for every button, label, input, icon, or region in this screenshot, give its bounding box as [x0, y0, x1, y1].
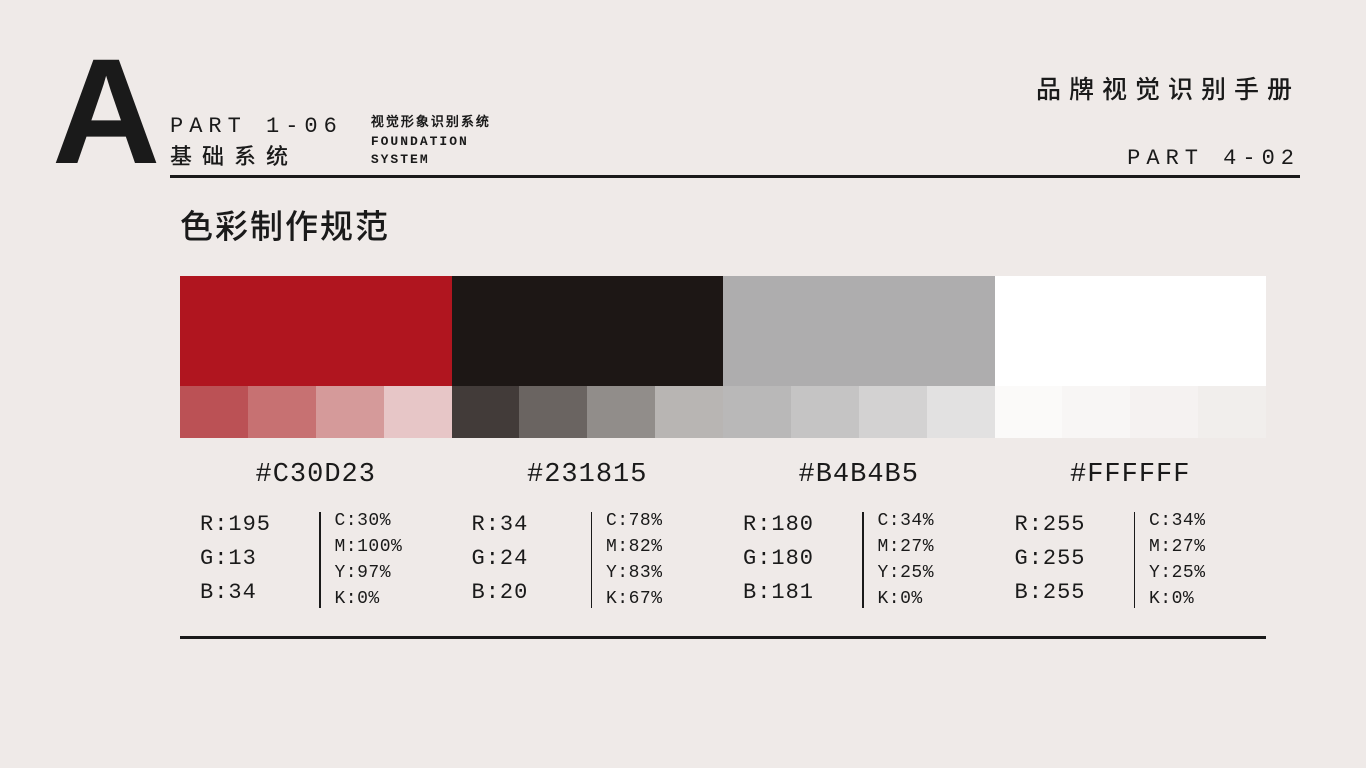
cmyk-k: K:0%: [335, 586, 440, 612]
header-left-group: PART 1-06 基础系统 视觉形象识别系统 FOUNDATION SYSTE…: [170, 114, 491, 171]
rgb-g: G:13: [200, 542, 305, 576]
cmyk-y: Y:97%: [335, 560, 440, 586]
cmyk-block: C:78%M:82%Y:83%K:67%: [606, 508, 711, 612]
tint-swatch: [316, 386, 384, 438]
tint-row: [995, 386, 1267, 438]
rgb-r: R:195: [200, 508, 305, 542]
rgb-g: G:24: [472, 542, 577, 576]
hex-code: #C30D23: [180, 460, 452, 490]
cmyk-k: K:0%: [1149, 586, 1254, 612]
cmyk-c: C:78%: [606, 508, 711, 534]
brand-manual-title: 品牌视觉识别手册: [170, 70, 1300, 106]
page-header: 品牌视觉识别手册 PART 1-06 基础系统 视觉形象识别系统 FOUNDAT…: [170, 70, 1300, 178]
foundation-en1: FOUNDATION: [371, 133, 491, 151]
hex-code: #231815: [452, 460, 724, 490]
tint-swatch: [519, 386, 587, 438]
tint-row: [723, 386, 995, 438]
tint-swatch: [995, 386, 1063, 438]
value-divider: [591, 512, 593, 608]
value-divider: [1134, 512, 1136, 608]
rgb-block: R:180G:180B:181: [735, 508, 848, 612]
part-left-line2: 基础系统: [170, 139, 343, 171]
content-body: 色彩制作规范 #C30D23#231815#B4B4B5#FFFFFF R:19…: [180, 200, 1266, 639]
rgb-block: R:34G:24B:20: [464, 508, 577, 612]
color-column: [723, 276, 995, 438]
cmyk-c: C:34%: [878, 508, 983, 534]
tint-swatch: [180, 386, 248, 438]
tint-swatch: [587, 386, 655, 438]
cmyk-c: C:30%: [335, 508, 440, 534]
cmyk-m: M:82%: [606, 534, 711, 560]
color-column: [452, 276, 724, 438]
foundation-block: 视觉形象识别系统 FOUNDATION SYSTEM: [371, 114, 491, 171]
value-column: R:195G:13B:34 C:30%M:100%Y:97%K:0%: [180, 508, 452, 612]
cmyk-m: M:27%: [878, 534, 983, 560]
rgb-g: G:255: [1015, 542, 1120, 576]
value-column: R:255G:255B:255 C:34%M:27%Y:25%K:0%: [995, 508, 1267, 612]
tint-swatch: [859, 386, 927, 438]
tint-swatch: [655, 386, 723, 438]
main-swatch: [180, 276, 452, 386]
rgb-block: R:255G:255B:255: [1007, 508, 1120, 612]
value-divider: [319, 512, 321, 608]
cmyk-m: M:27%: [1149, 534, 1254, 560]
cmyk-y: Y:83%: [606, 560, 711, 586]
main-swatch: [723, 276, 995, 386]
rgb-g: G:180: [743, 542, 848, 576]
color-column: [180, 276, 452, 438]
cmyk-block: C:30%M:100%Y:97%K:0%: [335, 508, 440, 612]
rgb-b: B:34: [200, 576, 305, 610]
tint-swatch: [248, 386, 316, 438]
rgb-r: R:255: [1015, 508, 1120, 542]
cmyk-k: K:67%: [606, 586, 711, 612]
tint-swatch: [452, 386, 520, 438]
cmyk-y: Y:25%: [1149, 560, 1254, 586]
color-column: [995, 276, 1267, 438]
rgb-r: R:180: [743, 508, 848, 542]
tint-swatch: [791, 386, 859, 438]
tint-swatch: [723, 386, 791, 438]
color-palette-row: [180, 276, 1266, 438]
foundation-cn: 视觉形象识别系统: [371, 114, 491, 132]
cmyk-block: C:34%M:27%Y:25%K:0%: [1149, 508, 1254, 612]
rgb-b: B:255: [1015, 576, 1120, 610]
tint-swatch: [1062, 386, 1130, 438]
tint-swatch: [1130, 386, 1198, 438]
value-column: R:180G:180B:181 C:34%M:27%Y:25%K:0%: [723, 508, 995, 612]
tint-row: [180, 386, 452, 438]
value-column: R:34G:24B:20 C:78%M:82%Y:83%K:67%: [452, 508, 724, 612]
bottom-rule: [180, 636, 1266, 639]
cmyk-c: C:34%: [1149, 508, 1254, 534]
value-divider: [862, 512, 864, 608]
section-letter: A: [52, 36, 154, 186]
rgb-b: B:20: [472, 576, 577, 610]
main-swatch: [452, 276, 724, 386]
hex-code: #FFFFFF: [995, 460, 1267, 490]
main-swatch: [995, 276, 1267, 386]
rgb-block: R:195G:13B:34: [192, 508, 305, 612]
tint-row: [452, 386, 724, 438]
cmyk-y: Y:25%: [878, 560, 983, 586]
tint-swatch: [1198, 386, 1266, 438]
part-right: PART 4-02: [1127, 146, 1300, 171]
color-values-row: R:195G:13B:34C:30%M:100%Y:97%K:0%R:34G:2…: [180, 508, 1266, 612]
tint-swatch: [927, 386, 995, 438]
cmyk-k: K:0%: [878, 586, 983, 612]
cmyk-m: M:100%: [335, 534, 440, 560]
cmyk-block: C:34%M:27%Y:25%K:0%: [878, 508, 983, 612]
header-rule-row: PART 1-06 基础系统 视觉形象识别系统 FOUNDATION SYSTE…: [170, 106, 1300, 178]
tint-swatch: [384, 386, 452, 438]
part-left-block: PART 1-06 基础系统: [170, 114, 343, 171]
hex-code: #B4B4B5: [723, 460, 995, 490]
hex-codes-row: #C30D23#231815#B4B4B5#FFFFFF: [180, 460, 1266, 490]
rgb-b: B:181: [743, 576, 848, 610]
rgb-r: R:34: [472, 508, 577, 542]
part-left-line1: PART 1-06: [170, 114, 343, 139]
section-title: 色彩制作规范: [180, 200, 1266, 248]
foundation-en2: SYSTEM: [371, 151, 491, 169]
